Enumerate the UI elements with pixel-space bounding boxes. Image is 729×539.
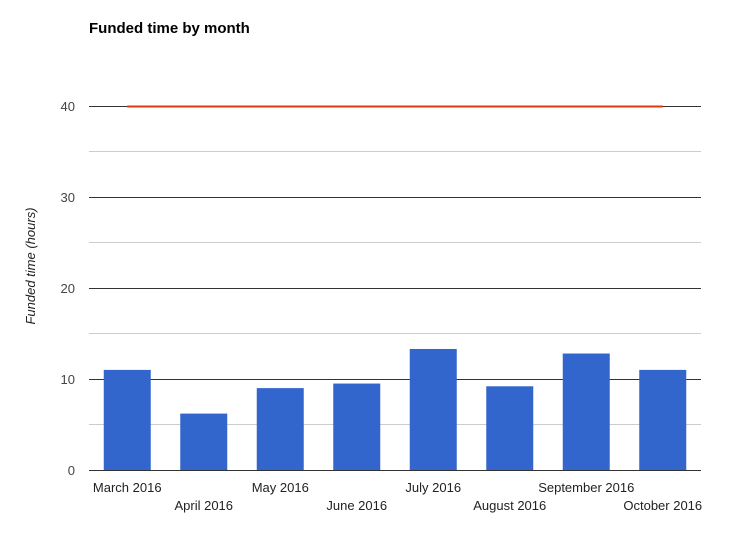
y-axis-label: Funded time (hours) xyxy=(23,207,38,324)
x-tick-label: April 2016 xyxy=(174,498,233,513)
bar[interactable] xyxy=(103,369,151,470)
x-tick-label: June 2016 xyxy=(326,498,387,513)
x-tick-label: July 2016 xyxy=(405,480,461,495)
x-tick-label: August 2016 xyxy=(473,498,546,513)
y-tick-label: 20 xyxy=(61,281,75,296)
x-tick-label: October 2016 xyxy=(623,498,702,513)
bar[interactable] xyxy=(639,369,687,470)
bar[interactable] xyxy=(486,386,534,470)
x-tick-labels: March 2016 April 2016 May 2016 June 2016 Jul… xyxy=(93,480,702,513)
bar[interactable] xyxy=(180,413,228,470)
y-tick-label: 0 xyxy=(68,463,75,478)
bar[interactable] xyxy=(333,383,381,470)
bar[interactable] xyxy=(256,388,304,470)
y-tick-label: 10 xyxy=(61,372,75,387)
x-tick-label: May 2016 xyxy=(252,480,309,495)
bar[interactable] xyxy=(409,348,457,470)
y-tick-label: 40 xyxy=(61,99,75,114)
y-tick-labels: 0 10 20 30 40 xyxy=(61,99,75,478)
x-tick-label: September 2016 xyxy=(538,480,634,495)
y-tick-label: 30 xyxy=(61,190,75,205)
chart-title: Funded time by month xyxy=(89,20,250,37)
bar-layer xyxy=(103,348,687,470)
bar[interactable] xyxy=(562,353,610,470)
x-tick-label: March 2016 xyxy=(93,480,162,495)
